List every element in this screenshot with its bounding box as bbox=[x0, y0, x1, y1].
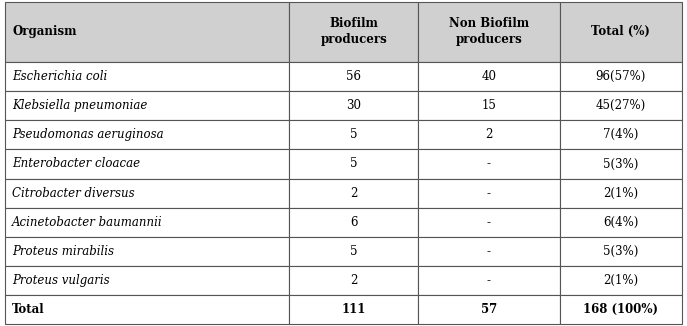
Bar bbox=[289, 237, 418, 266]
Text: 2(1%): 2(1%) bbox=[603, 187, 638, 200]
Bar bbox=[560, 2, 682, 62]
Bar bbox=[289, 91, 418, 120]
Text: Biofilm
producers: Biofilm producers bbox=[320, 17, 387, 46]
Text: 5(3%): 5(3%) bbox=[603, 245, 638, 258]
Bar bbox=[418, 295, 560, 324]
Text: 15: 15 bbox=[482, 99, 496, 112]
Bar bbox=[418, 179, 560, 208]
Text: Non Biofilm
producers: Non Biofilm producers bbox=[449, 17, 529, 46]
Text: 2: 2 bbox=[485, 128, 493, 141]
Text: 2(1%): 2(1%) bbox=[603, 274, 638, 287]
Bar bbox=[560, 237, 682, 266]
Text: 5(3%): 5(3%) bbox=[603, 157, 638, 170]
Bar bbox=[560, 120, 682, 149]
Bar bbox=[560, 91, 682, 120]
Text: 5: 5 bbox=[350, 245, 357, 258]
Text: Citrobacter diversus: Citrobacter diversus bbox=[12, 187, 135, 200]
Bar bbox=[5, 91, 289, 120]
Bar bbox=[289, 149, 418, 179]
Text: Organism: Organism bbox=[12, 25, 77, 38]
Bar bbox=[418, 2, 560, 62]
Text: 2: 2 bbox=[350, 187, 357, 200]
Text: Proteus vulgaris: Proteus vulgaris bbox=[12, 274, 110, 287]
Text: 168 (100%): 168 (100%) bbox=[583, 303, 658, 316]
Text: Enterobacter cloacae: Enterobacter cloacae bbox=[12, 157, 140, 170]
Bar bbox=[418, 62, 560, 91]
Text: 56: 56 bbox=[346, 70, 361, 83]
Bar bbox=[418, 266, 560, 295]
Bar bbox=[418, 120, 560, 149]
Text: -: - bbox=[487, 216, 491, 229]
Text: -: - bbox=[487, 245, 491, 258]
Bar bbox=[289, 2, 418, 62]
Text: Proteus mirabilis: Proteus mirabilis bbox=[12, 245, 114, 258]
Text: 5: 5 bbox=[350, 157, 357, 170]
Text: Total: Total bbox=[12, 303, 45, 316]
Bar bbox=[5, 120, 289, 149]
Bar bbox=[289, 62, 418, 91]
Bar bbox=[5, 149, 289, 179]
Text: 5: 5 bbox=[350, 128, 357, 141]
Text: 111: 111 bbox=[341, 303, 366, 316]
Bar bbox=[5, 179, 289, 208]
Text: 6(4%): 6(4%) bbox=[603, 216, 638, 229]
Text: Pseudomonas aeruginosa: Pseudomonas aeruginosa bbox=[12, 128, 164, 141]
Bar bbox=[418, 149, 560, 179]
Bar bbox=[5, 62, 289, 91]
Bar bbox=[5, 208, 289, 237]
Text: 30: 30 bbox=[346, 99, 361, 112]
Text: Total (%): Total (%) bbox=[592, 25, 650, 38]
Bar bbox=[289, 295, 418, 324]
Text: 57: 57 bbox=[481, 303, 497, 316]
Text: 40: 40 bbox=[482, 70, 496, 83]
Text: 7(4%): 7(4%) bbox=[603, 128, 638, 141]
Bar bbox=[5, 237, 289, 266]
Text: -: - bbox=[487, 157, 491, 170]
Bar bbox=[560, 208, 682, 237]
Text: Escherichia coli: Escherichia coli bbox=[12, 70, 108, 83]
Bar bbox=[418, 208, 560, 237]
Text: Acinetobacter baumannii: Acinetobacter baumannii bbox=[12, 216, 163, 229]
Text: -: - bbox=[487, 274, 491, 287]
Text: -: - bbox=[487, 187, 491, 200]
Text: 2: 2 bbox=[350, 274, 357, 287]
Bar bbox=[560, 179, 682, 208]
Bar bbox=[5, 2, 289, 62]
Text: 45(27%): 45(27%) bbox=[596, 99, 646, 112]
Bar bbox=[418, 91, 560, 120]
Bar bbox=[5, 295, 289, 324]
Bar bbox=[289, 208, 418, 237]
Bar bbox=[560, 62, 682, 91]
Bar bbox=[289, 120, 418, 149]
Bar bbox=[289, 266, 418, 295]
Text: 96(57%): 96(57%) bbox=[596, 70, 646, 83]
Text: Klebsiella pneumoniae: Klebsiella pneumoniae bbox=[12, 99, 148, 112]
Bar bbox=[560, 295, 682, 324]
Bar bbox=[5, 266, 289, 295]
Text: 6: 6 bbox=[350, 216, 357, 229]
Bar bbox=[560, 149, 682, 179]
Bar bbox=[289, 179, 418, 208]
Bar bbox=[418, 237, 560, 266]
Bar bbox=[560, 266, 682, 295]
